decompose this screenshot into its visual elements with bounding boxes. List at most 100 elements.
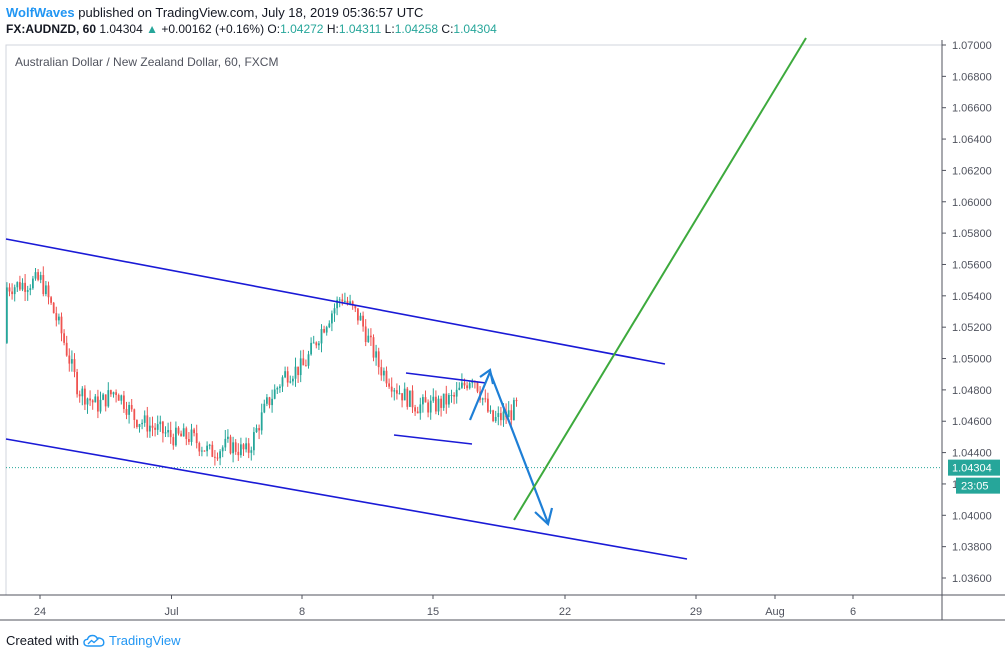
candle-body — [455, 389, 458, 397]
y-tick-label: 1.06800 — [952, 71, 992, 83]
candle-body — [195, 433, 198, 444]
candle-body — [435, 396, 437, 412]
author-name[interactable]: WolfWaves — [6, 5, 75, 20]
candle-body — [289, 381, 292, 383]
candle-body — [63, 333, 65, 343]
last-price: 1.04304 — [99, 22, 143, 36]
candle-body — [281, 377, 284, 387]
close-label: C: — [441, 22, 454, 36]
candle-body — [406, 388, 409, 407]
candle-body — [242, 444, 245, 450]
candle-body — [185, 428, 188, 440]
candle-body — [294, 366, 297, 379]
candle-body — [320, 329, 323, 344]
candle-body — [13, 287, 16, 295]
y-tick-label: 1.06000 — [952, 197, 992, 209]
candle-body — [24, 282, 26, 292]
candle-body — [47, 285, 50, 298]
candle-body — [346, 300, 349, 304]
y-tick-label: 1.05600 — [952, 259, 992, 271]
candle-body — [494, 417, 497, 421]
candle-body — [55, 313, 58, 321]
candle-body — [396, 390, 398, 394]
y-tick-label: 1.04800 — [952, 385, 992, 397]
candle-body — [453, 395, 455, 397]
open-label: O: — [267, 22, 281, 36]
y-tick-label: 1.03600 — [952, 573, 992, 585]
y-tick-label: 1.06400 — [952, 134, 992, 146]
arrow-head-down — [534, 507, 554, 527]
candle-body — [463, 382, 466, 386]
candle-body — [123, 395, 125, 410]
candle-body — [232, 442, 234, 454]
candle-body — [484, 398, 487, 400]
candle-body — [258, 428, 260, 431]
candle-body — [357, 308, 359, 321]
tradingview-brand[interactable]: TradingView — [108, 633, 181, 648]
candle-body — [266, 397, 268, 404]
y-tick-label: 1.06600 — [952, 103, 992, 115]
candle-body — [115, 392, 117, 396]
y-tick-label: 1.07000 — [952, 40, 992, 52]
candle-body — [104, 394, 107, 407]
open-value: 1.04272 — [280, 22, 324, 36]
y-tick-label: 1.05200 — [952, 322, 992, 334]
candle-body — [377, 351, 380, 368]
candle-body — [117, 395, 120, 401]
candle-body — [263, 403, 266, 413]
ohlc-line: FX:AUDNZD, 60 1.04304 ▲ +0.00162 (+0.16%… — [6, 22, 497, 36]
candle-body — [362, 315, 364, 327]
candle-body — [448, 395, 450, 405]
candle-body — [16, 282, 19, 288]
candle-body — [351, 301, 354, 306]
candle-body — [159, 421, 162, 425]
candle-body — [427, 402, 429, 413]
chart-title: Australian Dollar / New Zealand Dollar, … — [15, 55, 278, 69]
candle-body — [513, 400, 515, 421]
last-price-tag-label: 1.04304 — [952, 463, 992, 475]
candle-body — [89, 398, 91, 401]
last-price-tag — [948, 459, 1000, 476]
candle-body — [372, 337, 375, 358]
candle-body — [468, 383, 471, 389]
candle-body — [422, 397, 424, 405]
candle-body — [110, 390, 112, 395]
candle-body — [146, 415, 149, 432]
candle-body — [190, 429, 193, 442]
y-tick-label: 1.04400 — [952, 448, 992, 460]
low-label: L: — [384, 22, 395, 36]
candle-body — [229, 436, 232, 454]
candle-body — [398, 393, 401, 395]
candle-body — [432, 396, 435, 401]
candle-body — [500, 413, 502, 421]
candle-body — [39, 275, 42, 280]
candle-body — [8, 287, 11, 292]
candle-body — [458, 387, 461, 390]
high-label: H: — [326, 22, 339, 36]
candle-body — [86, 398, 89, 405]
x-tick-label: 24 — [34, 606, 46, 618]
candle-body — [390, 386, 393, 392]
candle-body — [112, 392, 115, 395]
x-tick-label: Aug — [765, 606, 785, 618]
candle-body — [268, 397, 271, 406]
candle-body — [310, 342, 312, 355]
candle-body — [143, 415, 146, 423]
candle-body — [32, 278, 34, 289]
candle-body — [515, 400, 518, 402]
candle-body — [403, 388, 406, 401]
candle-body — [201, 450, 203, 452]
candle-body — [461, 382, 463, 388]
candle-body — [255, 428, 258, 433]
candle-body — [445, 393, 448, 405]
candle-body — [68, 355, 71, 364]
candle-body — [471, 381, 474, 384]
candle-body — [172, 437, 175, 446]
candle-body — [99, 399, 102, 412]
candle-body — [325, 327, 328, 333]
close-value: 1.04304 — [453, 22, 497, 36]
candle-body — [364, 326, 367, 343]
published-text: published on TradingView.com, July 18, 2… — [78, 5, 424, 20]
candle-body — [305, 365, 307, 367]
